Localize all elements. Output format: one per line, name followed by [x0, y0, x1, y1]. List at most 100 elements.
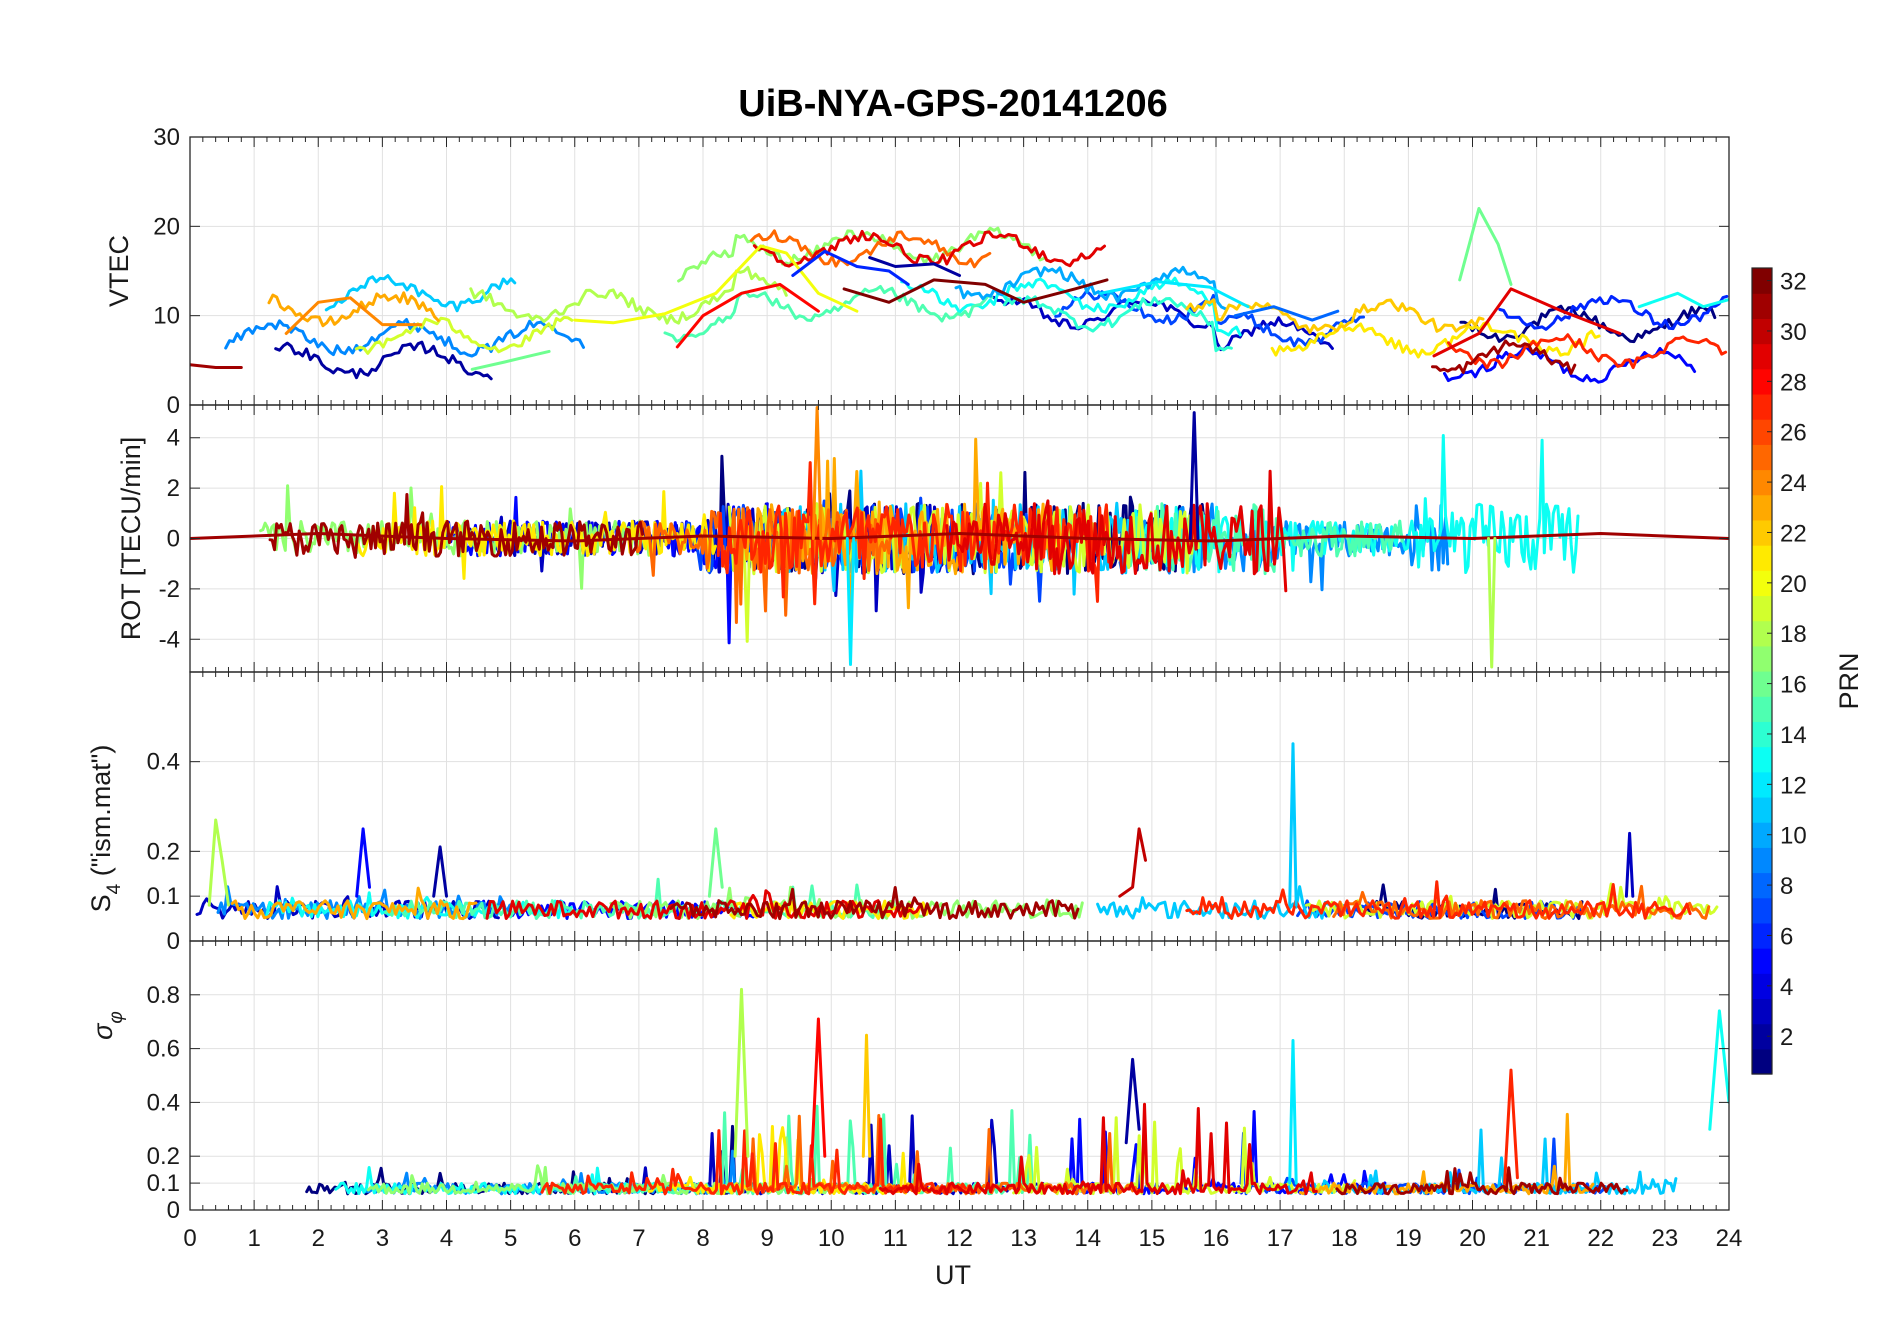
colorbar-label: PRN — [1834, 652, 1864, 709]
series-prn-20 — [573, 244, 859, 325]
x-axis-label: UT — [935, 1260, 971, 1290]
colorbar-segment — [1752, 998, 1772, 1025]
colorbar-segment — [1752, 444, 1772, 471]
colorbar-tick-label: 26 — [1780, 420, 1807, 447]
colorbar-segment — [1752, 922, 1772, 949]
colorbar-segment — [1752, 771, 1772, 798]
x-tick-label: 17 — [1267, 1225, 1294, 1252]
colorbar-segment — [1752, 570, 1772, 597]
colorbar-tick-label: 24 — [1780, 470, 1807, 497]
x-tick-label: 16 — [1203, 1225, 1230, 1252]
background-trace — [540, 1117, 967, 1196]
colorbar-tick-label: 18 — [1780, 621, 1807, 648]
x-tick-label: 23 — [1652, 1225, 1679, 1252]
colorbar-tick-label: 20 — [1780, 571, 1807, 598]
y-tick-label: 0.6 — [147, 1036, 180, 1063]
y-tick-label: 0 — [167, 1197, 180, 1224]
series-prn-27 — [1503, 1068, 1519, 1185]
x-tick-label: 3 — [376, 1225, 389, 1252]
y-axis-label: ROT [TECU/min] — [116, 437, 146, 641]
background-trace — [1447, 333, 1728, 370]
series-prn-2 — [1124, 1057, 1141, 1145]
series-prn-24 — [811, 406, 823, 540]
colorbar-tick-label: 10 — [1780, 823, 1807, 850]
background-trace — [267, 291, 440, 328]
background-trace — [1431, 339, 1577, 375]
y-tick-label: 0.4 — [147, 749, 180, 776]
colorbar-segment — [1752, 973, 1772, 1000]
series-prn-16 — [707, 827, 724, 898]
background-trace — [1128, 502, 1404, 576]
series-prn-12 — [1099, 280, 1250, 309]
colorbar-segment — [1752, 545, 1772, 571]
colorbar-tick-label: 2 — [1780, 1024, 1793, 1051]
series-prn-13 — [1708, 1009, 1729, 1131]
colorbar-segment — [1752, 519, 1772, 546]
background-trace — [354, 315, 574, 355]
y-tick-label: 0.1 — [147, 883, 180, 910]
background-trace — [1498, 294, 1729, 331]
y-tick-label: 0 — [167, 928, 180, 955]
series-prn-16 — [1458, 207, 1513, 286]
series-prn-11 — [1288, 742, 1298, 907]
x-tick-label: 14 — [1074, 1225, 1101, 1252]
colorbar-tick-label: 30 — [1780, 319, 1807, 346]
series-prn-2 — [868, 256, 961, 277]
colorbar-segment — [1752, 796, 1772, 823]
y-tick-label: -2 — [159, 576, 180, 603]
background-trace — [1185, 298, 1485, 334]
plot-area-sigma — [305, 987, 1729, 1196]
chart-title: UiB-NYA-GPS-20141206 — [738, 83, 1167, 125]
background-trace — [230, 886, 478, 921]
background-trace — [1185, 880, 1692, 920]
x-tick-label: 7 — [632, 1225, 645, 1252]
x-tick-label: 11 — [883, 1225, 908, 1252]
colorbar-tick-label: 12 — [1780, 772, 1807, 799]
colorbar-segment — [1752, 872, 1772, 899]
y-axis-label: VTEC — [104, 235, 134, 307]
colorbar-segment — [1752, 897, 1772, 924]
background-trace — [992, 295, 1334, 352]
colorbar-tick-label: 22 — [1780, 520, 1807, 547]
series-prn-12 — [1288, 1039, 1298, 1185]
x-tick-label: 8 — [696, 1225, 709, 1252]
colorbar-segment — [1752, 696, 1772, 722]
colorbar-segment — [1752, 620, 1772, 647]
panel-s4: 0 0.1 0.2 0.4 S4 ("ism.mat") — [86, 671, 1730, 955]
colorbar-segment — [1752, 948, 1772, 974]
x-tick-label: 2 — [312, 1225, 325, 1252]
y-tick-label: 20 — [153, 213, 180, 240]
panel-rot: -4 -2 0 2 4 ROT [TECU/min] — [116, 404, 1730, 673]
y-tick-label: -4 — [159, 626, 180, 653]
x-tick-label: 19 — [1395, 1225, 1422, 1252]
colorbar-segment — [1752, 494, 1772, 521]
y-tick-label: 30 — [153, 124, 180, 151]
background-trace — [274, 340, 493, 381]
series-prn-28 — [675, 282, 820, 349]
plot-area-rot — [190, 406, 1729, 669]
background-trace — [752, 229, 1106, 268]
background-trace — [1459, 304, 1717, 344]
y-tick-label: 0.1 — [147, 1170, 180, 1197]
series-prn-29 — [1432, 287, 1622, 358]
background-trace — [366, 1136, 868, 1196]
background-trace — [945, 469, 1288, 593]
series-prn-18 — [207, 818, 230, 907]
x-tick-label: 6 — [568, 1225, 581, 1252]
y-tick-label: 2 — [167, 475, 180, 502]
plot-area-vtec — [190, 207, 1729, 384]
colorbar-segment — [1752, 822, 1772, 848]
colorbar-segment — [1752, 318, 1772, 345]
colorbar-segment — [1752, 368, 1772, 395]
colorbar-segment — [1752, 746, 1772, 773]
series-prn-8 — [1233, 305, 1340, 322]
series-prn-22 — [861, 1033, 872, 1158]
background-trace — [716, 461, 1111, 606]
y-axis-label: σφ — [88, 1011, 127, 1040]
colorbar-segment — [1752, 419, 1772, 445]
series-prn-5 — [355, 827, 371, 898]
background-trace — [469, 265, 788, 325]
